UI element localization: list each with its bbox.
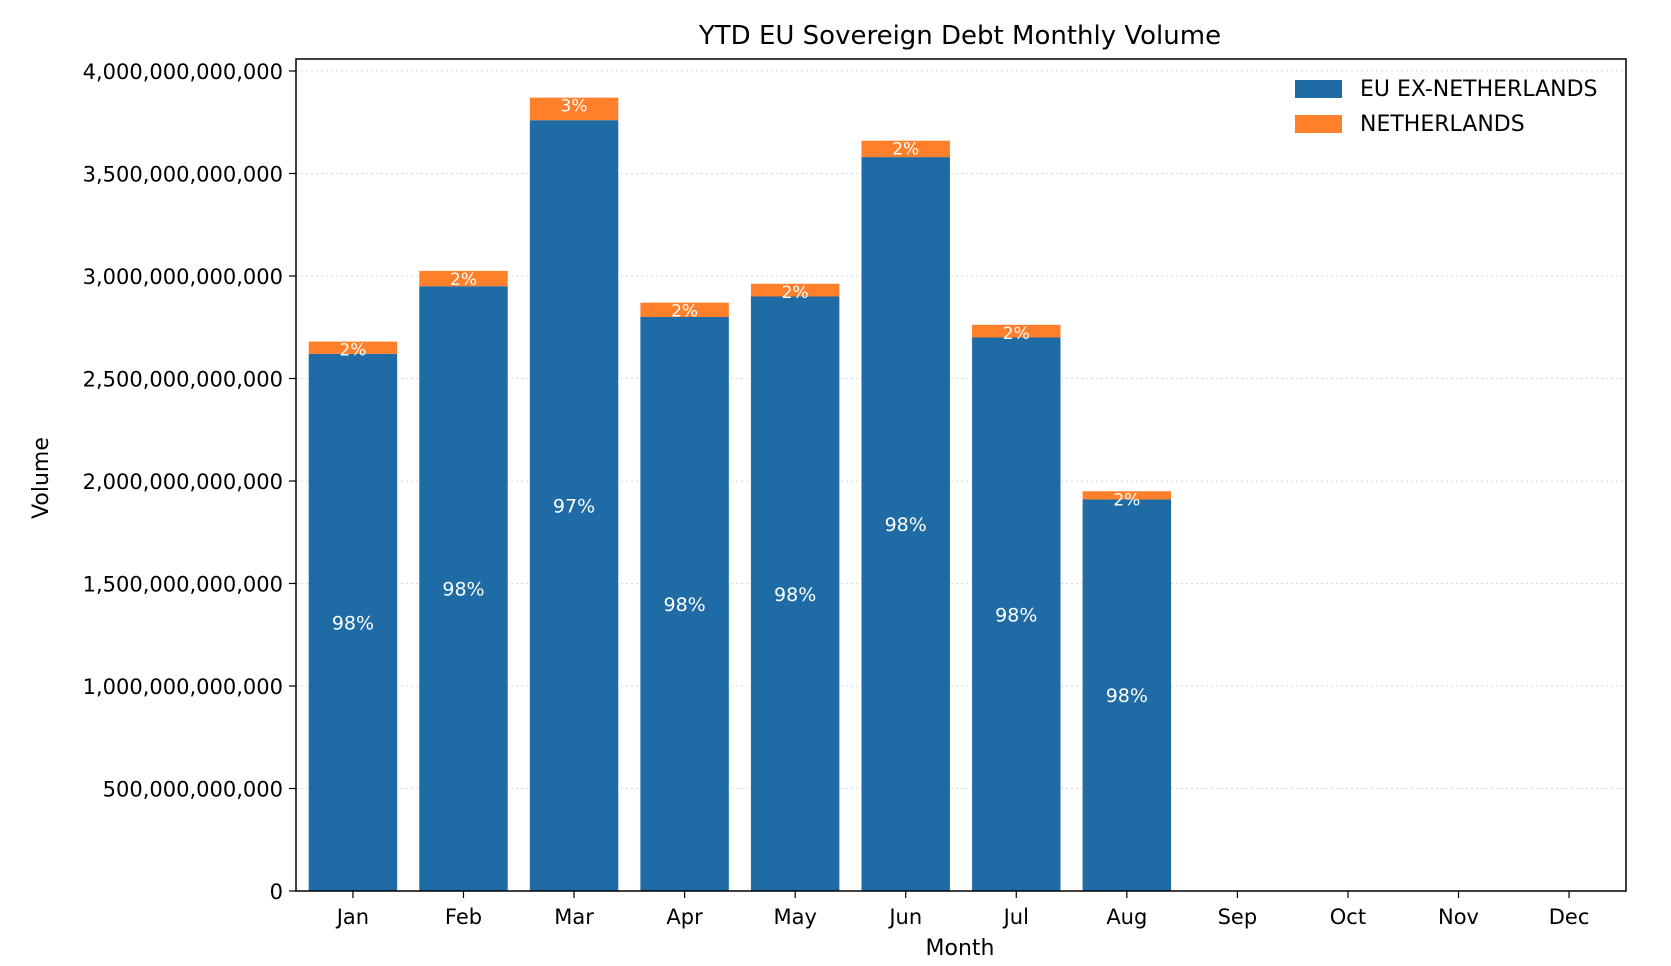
bar-eu-ex-netherlands	[1082, 499, 1172, 891]
plot-frame	[295, 58, 1627, 892]
bar-label-eu-ex-netherlands: 98%	[774, 584, 816, 606]
bar-netherlands	[750, 283, 840, 297]
legend-label-netherlands: NETHERLANDS	[1360, 112, 1525, 137]
y-axis-label: Volume	[29, 437, 54, 519]
x-tick-label: Nov	[1438, 905, 1479, 929]
bar-label-netherlands: 2%	[892, 140, 919, 160]
bar-label-eu-ex-netherlands: 98%	[332, 612, 374, 634]
x-tick-label: Feb	[445, 905, 482, 929]
legend-swatch-netherlands	[1295, 115, 1342, 133]
bar-label-netherlands: 2%	[782, 283, 809, 303]
bar-label-eu-ex-netherlands: 97%	[553, 496, 595, 518]
chart-title: YTD EU Sovereign Debt Monthly Volume	[698, 21, 1221, 51]
bar-label-netherlands: 2%	[450, 270, 477, 290]
bar-label-netherlands: 2%	[671, 302, 698, 322]
bar-eu-ex-netherlands	[861, 157, 950, 892]
y-tick-label: 2,500,000,000,000	[83, 368, 283, 392]
x-tick-label: Jul	[1002, 905, 1029, 929]
legend: EU EX-NETHERLANDS NETHERLANDS	[1295, 77, 1598, 137]
bar-netherlands	[529, 97, 619, 121]
x-tick-label: Mar	[554, 905, 594, 929]
legend-swatch-eu-ex-netherlands	[1295, 80, 1342, 98]
bar-label-eu-ex-netherlands: 98%	[1106, 685, 1148, 707]
bar-label-eu-ex-netherlands: 98%	[885, 514, 927, 536]
bar-label-eu-ex-netherlands: 98%	[442, 579, 484, 601]
bar-netherlands	[419, 270, 508, 287]
bar-netherlands	[1082, 491, 1172, 500]
x-tick-label: Aug	[1106, 905, 1147, 929]
bar-labels-layer: 98% 2% 98% 2% 97% 3% 98% 2% 98% 2% 98% 2% 98% 2% 98% 2%	[332, 97, 1148, 708]
x-tick-label: Oct	[1330, 905, 1366, 929]
bar-eu-ex-netherlands	[972, 337, 1061, 891]
x-tick-label: Jun	[887, 905, 922, 929]
y-tick-label: 4,000,000,000,000	[83, 60, 283, 84]
x-tick-label: May	[773, 905, 816, 929]
x-tick-label: Jan	[335, 905, 369, 929]
bar-label-eu-ex-netherlands: 98%	[663, 594, 705, 616]
legend-label-eu-ex-netherlands: EU EX-NETHERLANDS	[1360, 77, 1598, 102]
bar-netherlands	[861, 140, 950, 158]
bar-label-eu-ex-netherlands: 98%	[995, 604, 1037, 626]
bar-netherlands	[972, 324, 1061, 338]
bar-eu-ex-netherlands	[529, 120, 619, 891]
bar-eu-ex-netherlands	[640, 317, 729, 891]
bar-eu-ex-netherlands	[750, 296, 840, 891]
bar-label-netherlands: 2%	[1003, 324, 1030, 344]
y-tick-label: 0	[270, 880, 283, 904]
x-tick-label: Sep	[1218, 905, 1258, 929]
y-tick-label: 1,500,000,000,000	[83, 573, 283, 597]
y-tick-label: 2,000,000,000,000	[83, 470, 283, 494]
x-tick-label: Dec	[1549, 905, 1590, 929]
bar-netherlands	[308, 341, 398, 354]
bar-label-netherlands: 2%	[339, 341, 366, 361]
y-tick-label: 500,000,000,000	[103, 778, 283, 802]
bar-eu-ex-netherlands	[308, 353, 398, 891]
bar-label-netherlands: 2%	[1113, 490, 1140, 510]
axes-layer: 0 500,000,000,000 1,000,000,000,000 1,500,0…	[83, 58, 1627, 929]
x-tick-label: Apr	[666, 905, 703, 929]
y-tick-label: 3,500,000,000,000	[83, 163, 283, 187]
grid-layer	[296, 70, 1626, 789]
bars-layer	[308, 97, 1172, 892]
x-axis-label: Month	[926, 936, 995, 961]
bar-label-netherlands: 3%	[561, 97, 588, 117]
bar-netherlands	[640, 302, 729, 317]
y-tick-label: 1,000,000,000,000	[83, 675, 283, 699]
bar-eu-ex-netherlands	[419, 286, 508, 891]
y-tick-label: 3,000,000,000,000	[83, 265, 283, 289]
